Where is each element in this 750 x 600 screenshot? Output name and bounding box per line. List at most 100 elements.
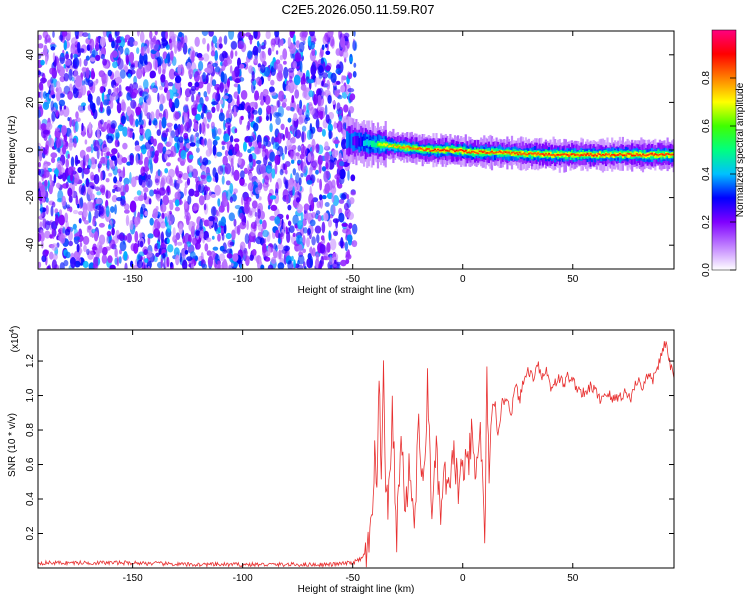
heatmap-cell xyxy=(349,93,356,101)
heatmap-cell xyxy=(101,254,108,264)
heatmap-cell xyxy=(218,43,223,49)
heatmap-cell xyxy=(380,143,383,146)
heatmap-cell xyxy=(328,230,332,241)
heatmap-cell xyxy=(225,180,231,186)
heatmap-cell xyxy=(206,123,210,129)
heatmap-cell xyxy=(325,161,329,170)
heatmap-cell xyxy=(336,102,341,112)
heatmap-cell xyxy=(287,260,293,269)
heatmap-cell xyxy=(326,79,331,90)
heatmap-cell xyxy=(338,114,343,122)
heatmap-cell xyxy=(287,37,292,48)
heatmap-cell xyxy=(39,72,44,77)
heatmap-cell xyxy=(353,62,357,68)
heatmap-cell xyxy=(444,149,447,152)
heatmap-cell xyxy=(324,104,328,116)
heatmap-cell xyxy=(285,85,291,92)
heatmap-cell xyxy=(95,36,99,48)
heatmap-cell xyxy=(54,208,59,214)
heatmap-cell xyxy=(62,172,67,182)
heatmap-cell xyxy=(293,113,298,122)
heatmap-cell xyxy=(70,48,74,54)
heatmap-cell xyxy=(185,96,189,102)
heatmap-cell xyxy=(389,145,392,147)
heatmap-cell xyxy=(300,36,307,42)
heatmap-cell xyxy=(184,35,188,45)
heatmap-cell xyxy=(176,40,182,52)
heatmap-cell xyxy=(217,198,221,207)
heatmap-cell xyxy=(234,143,240,152)
heatmap-cell xyxy=(338,199,345,204)
heatmap-cell xyxy=(159,93,165,105)
heatmap-cell xyxy=(144,128,152,141)
heatmap-cell xyxy=(256,40,260,48)
heatmap-cell xyxy=(429,150,432,152)
heatmap-cell xyxy=(154,59,158,71)
heatmap-cell xyxy=(319,194,323,201)
heatmap-cell xyxy=(95,54,101,62)
heatmap-cell xyxy=(206,82,211,95)
heatmap-cell xyxy=(119,36,125,48)
heatmap-cell xyxy=(595,152,598,157)
heatmap-cell xyxy=(172,235,178,243)
heatmap-cell xyxy=(668,153,671,155)
heatmap-cell xyxy=(184,243,188,250)
heatmap-cell xyxy=(265,164,273,174)
heatmap-cell xyxy=(106,230,112,237)
heatmap-cell xyxy=(594,154,597,158)
heatmap-cell xyxy=(469,149,472,154)
heatmap-cell xyxy=(92,243,97,251)
heatmap-cell xyxy=(102,31,107,38)
heatmap-cell xyxy=(336,176,340,187)
heatmap-cell xyxy=(276,250,283,260)
y-tick-label: 0.2 xyxy=(25,526,36,540)
heatmap-cell xyxy=(271,105,277,112)
heatmap-cell xyxy=(299,99,303,109)
heatmap-cell xyxy=(347,88,355,93)
heatmap-cell xyxy=(443,148,446,151)
heatmap-cell xyxy=(112,61,118,69)
heatmap-cell xyxy=(143,249,148,255)
heatmap-cell xyxy=(90,143,94,154)
heatmap-cell xyxy=(450,148,453,150)
heatmap-cell xyxy=(123,235,128,241)
heatmap-cell xyxy=(157,142,164,154)
heatmap-cell xyxy=(187,81,193,88)
heatmap-cell xyxy=(99,36,106,48)
heatmap-cell xyxy=(549,154,552,156)
heatmap-cell xyxy=(84,139,88,145)
heatmap-cell xyxy=(59,234,66,244)
heatmap-cell xyxy=(77,41,81,54)
heatmap-cell xyxy=(74,154,79,167)
heatmap-cell xyxy=(267,264,274,269)
heatmap-cell xyxy=(611,154,614,158)
heatmap-cell xyxy=(637,154,640,157)
heatmap-cell xyxy=(543,151,546,157)
heatmap-cell xyxy=(121,101,127,112)
heatmap-cell xyxy=(466,149,469,153)
heatmap-cell xyxy=(325,65,331,71)
heatmap-cell xyxy=(72,64,78,69)
heatmap-cell xyxy=(65,251,71,259)
heatmap-cell xyxy=(315,253,319,262)
heatmap-cell xyxy=(79,57,82,67)
heatmap-cell xyxy=(303,203,310,211)
heatmap-cell xyxy=(251,70,255,82)
heatmap-cell xyxy=(343,202,349,211)
heatmap-cell xyxy=(198,195,205,206)
heatmap-cell xyxy=(133,216,141,225)
heatmap-cell xyxy=(333,139,340,144)
heatmap-cell xyxy=(90,156,96,165)
heatmap-cell xyxy=(624,154,628,157)
heatmap-cell xyxy=(110,206,115,213)
heatmap-cell xyxy=(429,147,432,152)
colorbar-tick-label: 0.2 xyxy=(701,215,712,229)
heatmap-cell xyxy=(230,40,238,50)
heatmap-cell xyxy=(339,168,346,180)
heatmap-cell xyxy=(226,248,233,254)
heatmap-cell xyxy=(643,154,646,157)
heatmap-cell xyxy=(206,112,213,120)
heatmap-cell xyxy=(534,152,537,157)
heatmap-cell xyxy=(564,153,567,156)
heatmap-cell xyxy=(71,186,74,198)
